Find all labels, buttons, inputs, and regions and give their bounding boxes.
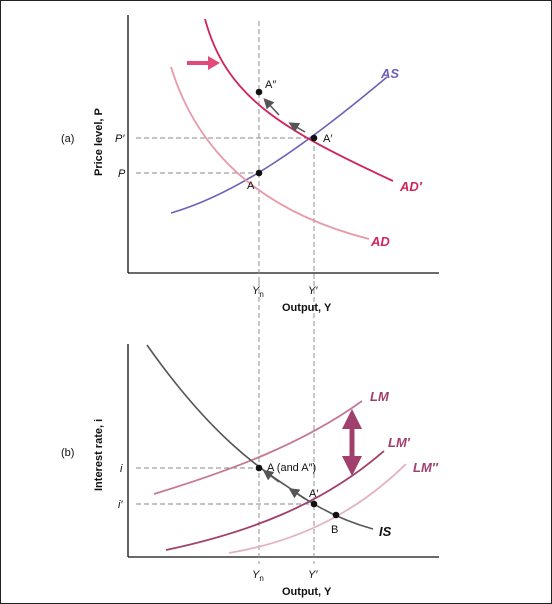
point-a-double-label: A″ (265, 79, 276, 91)
point-a-prime-b (310, 500, 318, 508)
panel-b-guide-lines (136, 281, 315, 564)
ad-prime-curve (204, 18, 394, 182)
lm-double-prime-curve-label: LM″ (413, 460, 439, 475)
tick-y-prime-b: Y′ (308, 569, 318, 581)
panel-b-label: (b) (61, 447, 74, 459)
point-b-label: B (331, 524, 338, 536)
panel-b: A (and A″) A′ B LM LM′ LM″ IS i i′ (b) Y… (61, 281, 439, 598)
tick-p-prime: P′ (115, 133, 125, 145)
ad-shift-arrow (187, 56, 220, 70)
panel-a-label: (a) (61, 133, 74, 145)
panel-a: A A′ A″ AS AD′ AD P′ P (a) Yn Y′ Output,… (61, 15, 439, 314)
adjustment-arrow-a-prime-to-a-double-2 (263, 98, 280, 116)
lm-curve (153, 400, 363, 495)
as-curve (170, 76, 388, 214)
point-a-and-a-double-label: A (and A″) (267, 462, 316, 474)
adjustment-arrow-a-prime-to-a-double (288, 122, 306, 133)
panel-b-x-axis-title: Output, Y (282, 586, 332, 598)
ad-prime-curve-label: AD′ (399, 179, 423, 194)
tick-i: i (120, 463, 123, 475)
point-b (332, 511, 340, 519)
tick-p: P (118, 168, 126, 180)
is-curve (146, 344, 374, 530)
panel-a-y-axis-title: Price level, P (93, 108, 105, 176)
panel-b-y-axis-title: Interest rate, i (93, 419, 105, 491)
adjustment-arrow-is-1 (288, 488, 306, 500)
point-a-double (255, 88, 263, 96)
tick-i-prime: i′ (118, 499, 123, 511)
panel-a-x-axis-title: Output, Y (282, 302, 332, 314)
point-a-prime (310, 134, 318, 142)
lm-curve-label: LM (370, 389, 390, 404)
point-a (255, 169, 263, 177)
as-curve-label: AS (380, 66, 399, 81)
is-curve-label: IS (379, 524, 392, 539)
lm-prime-curve-label: LM′ (388, 435, 411, 450)
point-a-prime-label: A′ (323, 133, 332, 145)
tick-yn-b: Yn (252, 569, 264, 583)
point-a-prime-b-label: A′ (309, 488, 318, 500)
tick-y-prime: Y′ (308, 285, 318, 297)
tick-yn: Yn (252, 285, 264, 299)
point-a-label: A (247, 180, 255, 192)
panel-a-guide-lines (136, 21, 315, 281)
adjustment-arrow-is-2 (262, 469, 280, 483)
ad-curve (170, 66, 370, 240)
ad-curve-label: AD (370, 234, 390, 249)
lm-double-prime-curve (228, 463, 407, 554)
point-a-b (255, 464, 263, 472)
